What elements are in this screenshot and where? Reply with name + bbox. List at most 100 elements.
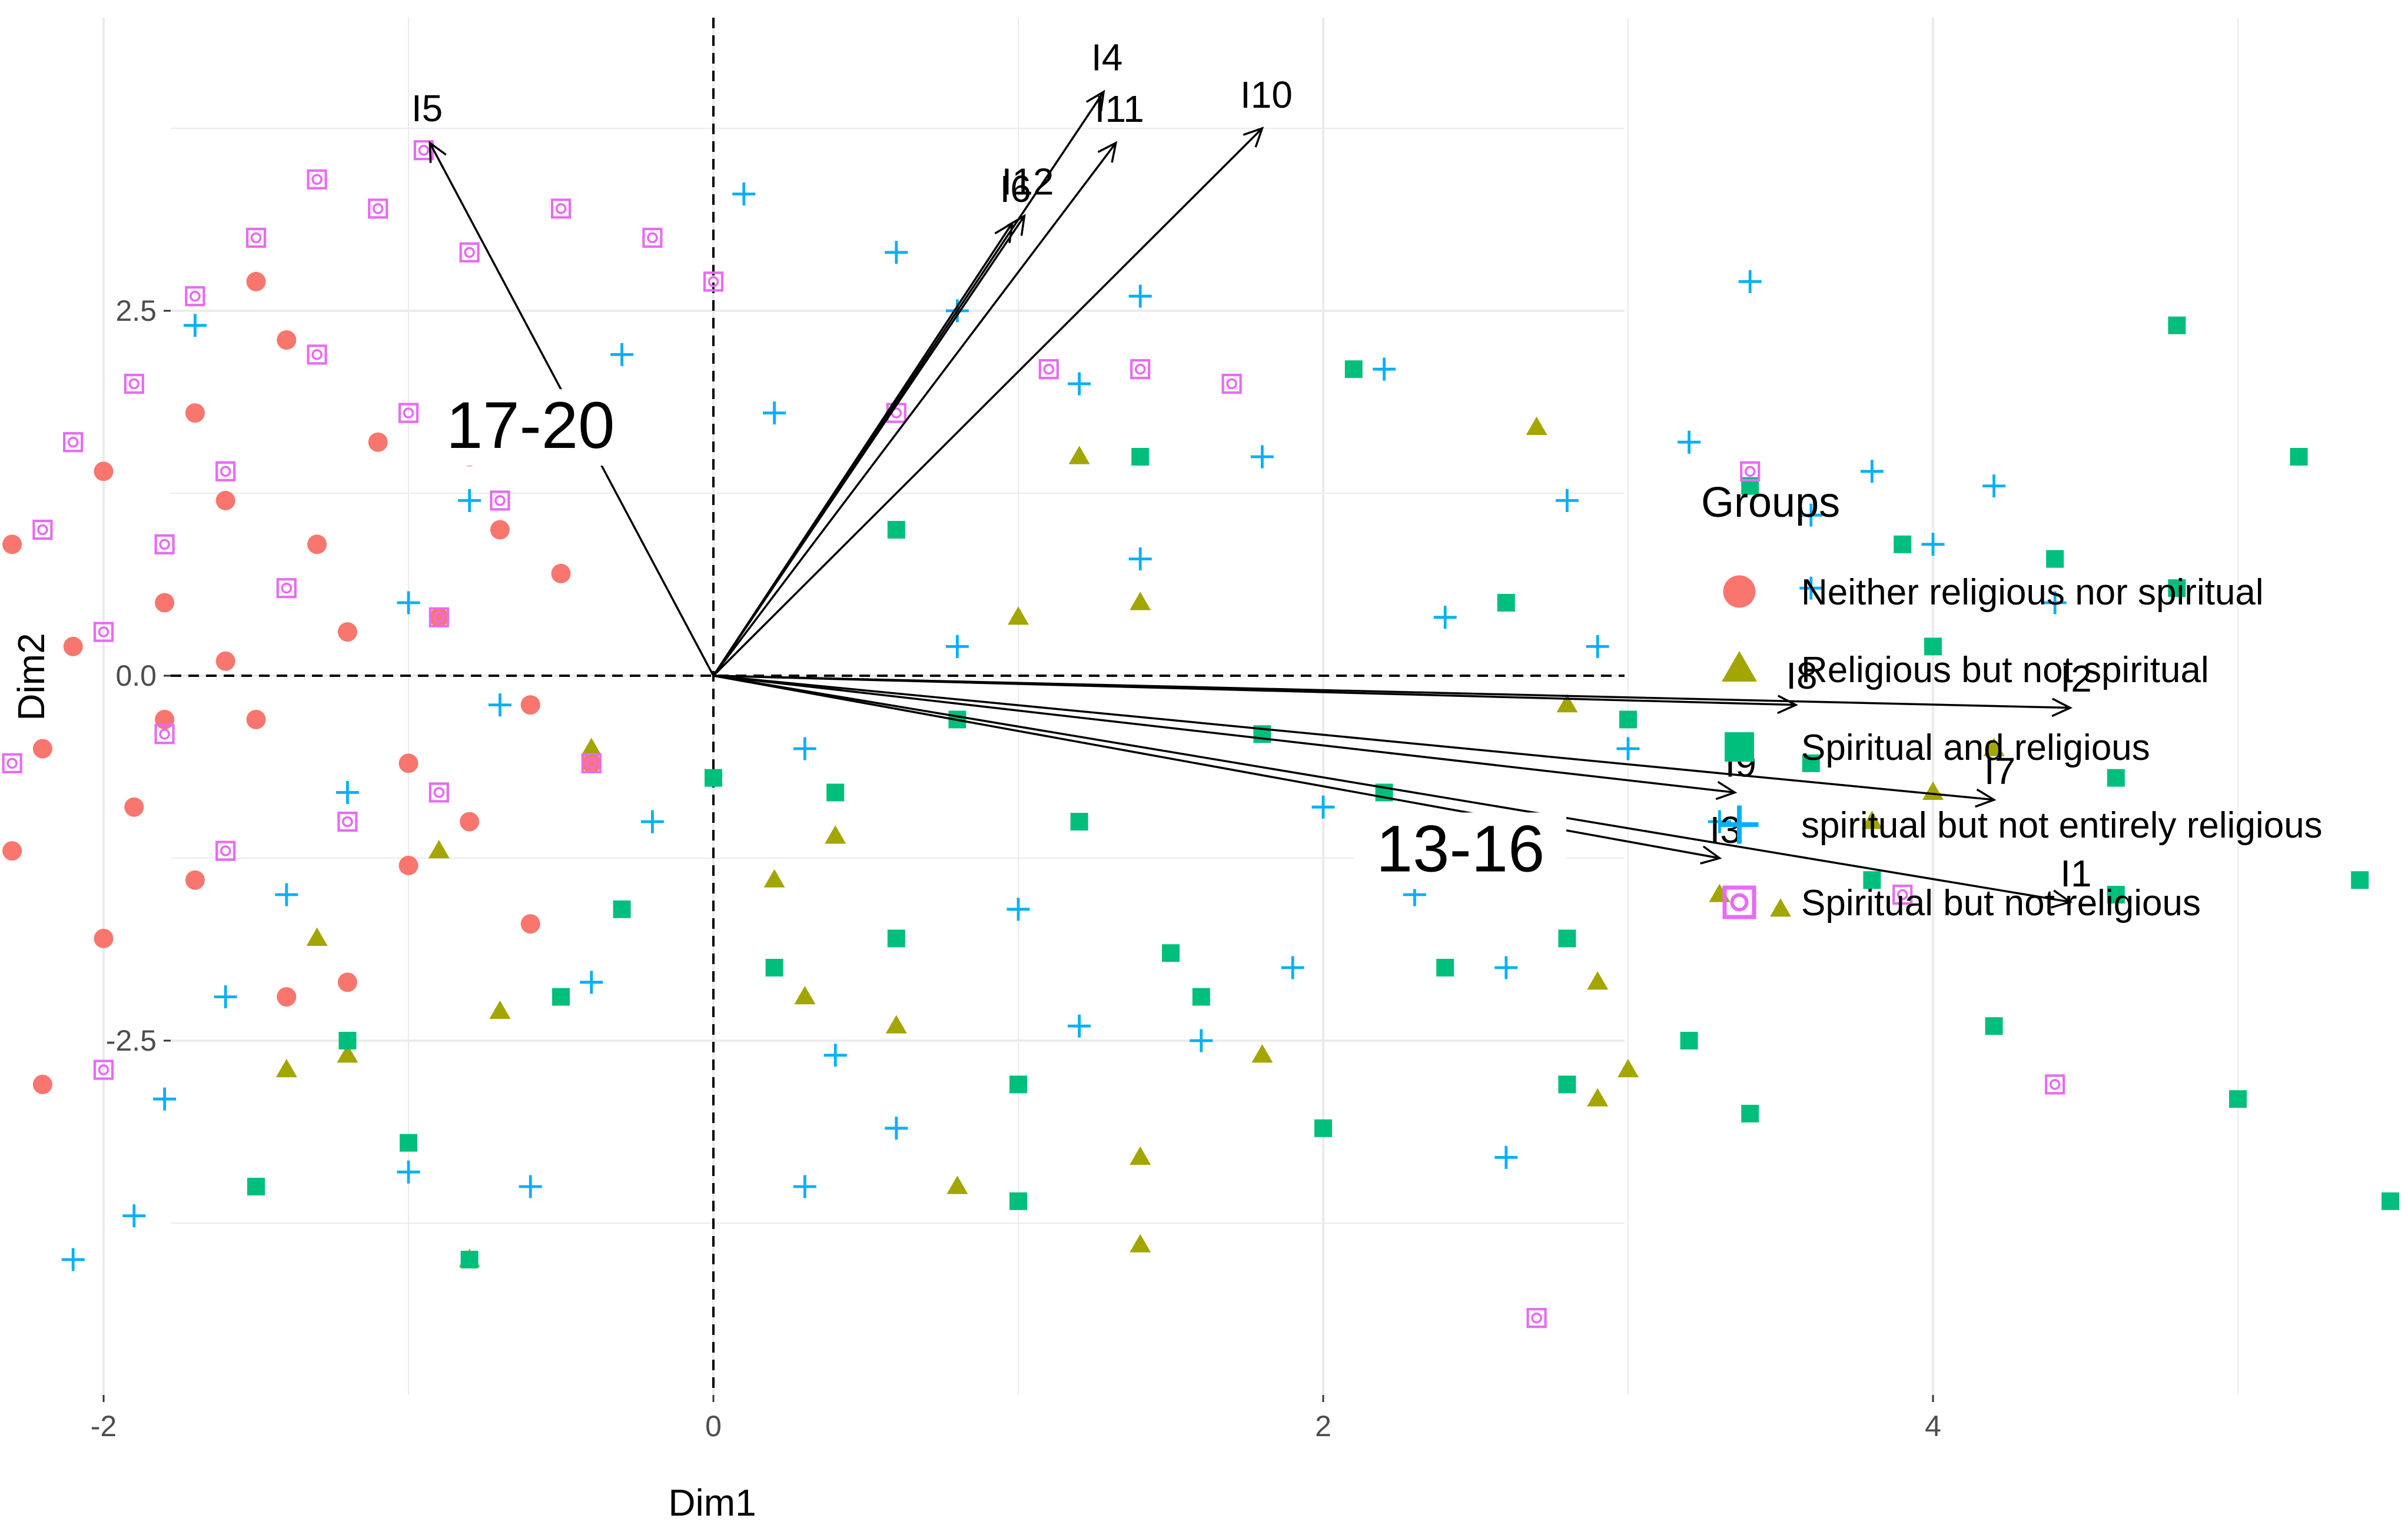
data-point xyxy=(885,1117,908,1140)
data-point xyxy=(1314,1119,1332,1137)
vector-arrowhead xyxy=(2050,889,2073,909)
data-point xyxy=(277,330,297,350)
data-point xyxy=(765,959,783,976)
data-point xyxy=(337,1044,358,1063)
data-point xyxy=(307,344,327,365)
loading-vector xyxy=(713,675,1994,801)
y-tick-label: 2.5 xyxy=(115,294,157,327)
data-point xyxy=(61,1248,85,1271)
data-point xyxy=(2382,1192,2399,1210)
zero-reference-lines xyxy=(171,18,1625,1395)
vector-arrowhead xyxy=(1007,214,1026,236)
data-point xyxy=(400,1134,417,1152)
data-point xyxy=(246,271,266,291)
group-annotation: 17-20 xyxy=(424,388,637,466)
data-point xyxy=(885,1015,907,1034)
legend-item: Neither religious nor spiritual xyxy=(1723,572,2264,613)
legend-label: Spiritual but not religious xyxy=(1801,883,2201,924)
data-point xyxy=(794,986,816,1005)
vector-arrowhead xyxy=(429,141,447,163)
data-point xyxy=(1616,737,1640,760)
data-point xyxy=(1494,956,1518,979)
data-point xyxy=(397,1160,420,1184)
data-point xyxy=(275,1059,297,1078)
legend-item: Spiritual and religious xyxy=(1725,728,2150,768)
data-point xyxy=(428,840,450,859)
data-point xyxy=(337,811,358,832)
data-point xyxy=(154,534,175,554)
data-point xyxy=(215,651,235,671)
data-point xyxy=(246,709,266,729)
data-point xyxy=(1068,446,1090,464)
data-point xyxy=(1555,489,1579,512)
data-point xyxy=(732,182,756,206)
data-point xyxy=(1251,1044,1273,1063)
data-point xyxy=(885,241,908,264)
vector-label: I3 xyxy=(1710,809,1741,851)
legend: Groups Neither religious nor spiritual Re… xyxy=(1701,479,2323,924)
data-point xyxy=(32,519,53,540)
data-point xyxy=(519,1175,542,1198)
data-point xyxy=(1708,810,1731,833)
data-point xyxy=(580,971,603,994)
loading-vector xyxy=(712,215,1025,676)
data-point xyxy=(459,242,480,263)
x-axis-title: Dim1 xyxy=(668,1481,756,1524)
loading-vector xyxy=(713,675,1796,706)
data-point xyxy=(2107,886,2125,903)
data-point xyxy=(1131,448,1150,466)
data-point xyxy=(2,841,22,861)
data-point xyxy=(1678,430,1701,454)
data-point xyxy=(2107,769,2125,787)
data-point xyxy=(793,1175,816,1198)
data-point xyxy=(1007,898,1030,921)
data-point xyxy=(368,432,388,452)
y-tick-label: -2.5 xyxy=(106,1024,157,1057)
data-point xyxy=(63,636,83,656)
data-point xyxy=(2,534,22,554)
legend-label: spiritual but not entirely religious xyxy=(1801,805,2323,846)
data-point xyxy=(1922,781,1944,800)
y-tick-label: 0.0 xyxy=(115,659,157,692)
data-point xyxy=(2045,1074,2065,1095)
legend-item: Religious but not spiritual xyxy=(1722,650,2209,690)
data-point xyxy=(488,693,512,717)
data-point xyxy=(153,1087,177,1111)
data-point xyxy=(1130,1146,1151,1165)
data-point xyxy=(703,271,724,292)
data-point xyxy=(94,928,114,948)
data-point xyxy=(1924,637,1942,656)
data-point xyxy=(215,461,236,481)
vector-label: I10 xyxy=(1240,74,1293,116)
data-point xyxy=(1190,1029,1213,1052)
legend-title: Groups xyxy=(1701,479,1840,526)
data-point xyxy=(185,403,205,423)
data-point xyxy=(306,927,328,946)
data-point xyxy=(1861,810,1883,829)
data-point xyxy=(793,737,816,760)
data-point xyxy=(247,1178,265,1195)
data-point xyxy=(124,797,144,817)
vector-arrowhead xyxy=(1243,127,1264,148)
data-point xyxy=(245,227,267,248)
data-point xyxy=(1008,606,1029,625)
data-point xyxy=(1802,754,1820,772)
x-tick-label: -2 xyxy=(91,1410,117,1443)
y-axis-title: Dim2 xyxy=(10,633,52,720)
loading-vector xyxy=(713,675,2071,903)
data-point xyxy=(368,198,388,219)
data-point xyxy=(1192,988,1210,1006)
data-point xyxy=(2168,579,2186,597)
annotation-box xyxy=(424,389,637,466)
group-annotation: 13-16 xyxy=(1354,812,1567,889)
data-point xyxy=(1009,1192,1027,1210)
data-point xyxy=(551,563,571,583)
loading-vector xyxy=(712,142,1117,677)
axis-ticks: -2 0 2 4 -2.5 0.0 2.5 xyxy=(91,294,1941,1443)
vector-arrowhead xyxy=(1085,89,1105,112)
data-point xyxy=(336,780,359,804)
data-point xyxy=(429,782,449,803)
legend-item: spiritual but not entirely religious xyxy=(1720,805,2323,846)
data-point xyxy=(1130,359,1151,380)
